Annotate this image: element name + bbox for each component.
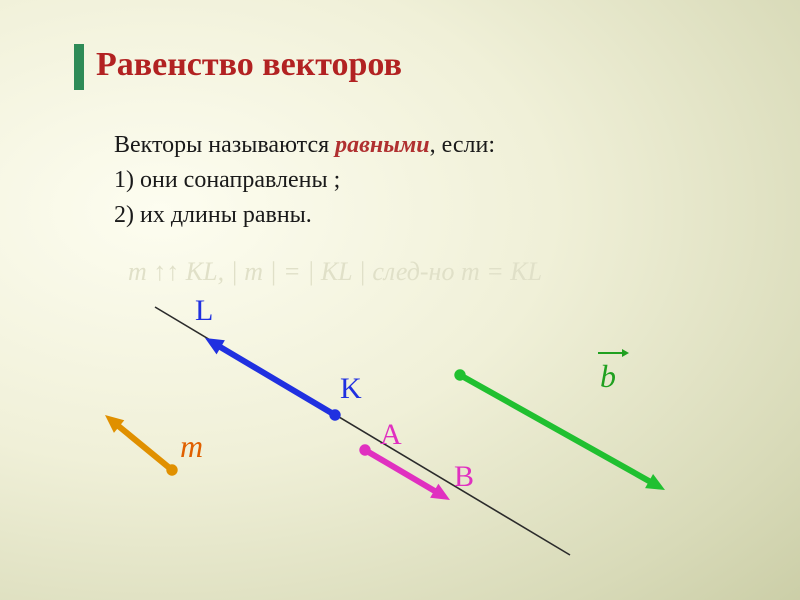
label-K: K: [340, 372, 362, 406]
label-A: A: [380, 418, 402, 452]
vector-KL: [212, 342, 335, 415]
slide: Равенство векторов Векторы называются ра…: [0, 0, 800, 600]
label-L: L: [195, 294, 213, 328]
vector-b: [460, 375, 658, 486]
label-b: b: [600, 358, 616, 395]
label-m: m: [180, 428, 203, 465]
vector-m: [111, 420, 172, 470]
over-arrow-icon: [598, 352, 624, 354]
label-B: B: [454, 460, 474, 494]
vector-diagram: [0, 0, 800, 600]
